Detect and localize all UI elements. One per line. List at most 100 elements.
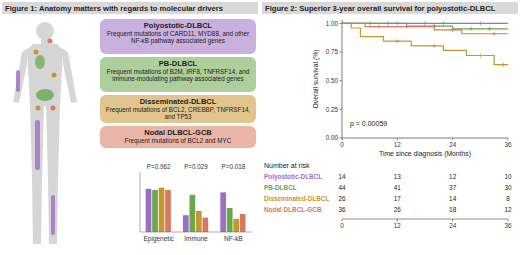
- group-box: Polyostotic-DLBCLFrequent mutations of C…: [100, 19, 256, 54]
- organ-site: [36, 89, 54, 101]
- node-site: [36, 106, 41, 111]
- y-axis: [140, 172, 141, 232]
- bar: [152, 190, 158, 232]
- risk-count: 30: [504, 184, 512, 191]
- y-tick-label: 0.75: [326, 48, 339, 55]
- category-label: NF-kB: [224, 235, 242, 242]
- risk-count: 10: [504, 173, 512, 180]
- risk-row-name: PB-DLBCL: [264, 184, 297, 191]
- arm: [13, 48, 28, 103]
- x-tick-label: 36: [504, 141, 512, 148]
- risk-x-tick-label: 36: [504, 222, 512, 229]
- bone-site: [51, 195, 55, 235]
- survival-curve: [342, 23, 508, 33]
- censor-mark: [501, 63, 505, 67]
- censor-mark: [395, 39, 399, 43]
- risk-count: 44: [338, 184, 346, 191]
- censor-mark: [432, 44, 436, 48]
- bar: [190, 195, 196, 232]
- group-box: PB-DLBCLFrequent mutations of B2M, IRF8,…: [100, 57, 256, 92]
- bar: [183, 215, 189, 232]
- group-title: PB-DLBCL: [105, 59, 251, 68]
- censor-mark: [488, 27, 492, 31]
- y-tick-label: 0.50: [326, 77, 339, 84]
- bone-site: [35, 120, 40, 170]
- chart-title: Figure 2: Superior 3-year overall surviv…: [265, 4, 496, 13]
- header-bar: [2, 2, 258, 14]
- node-site: [34, 50, 39, 55]
- bar: [196, 211, 202, 232]
- censor-mark: [423, 21, 427, 25]
- risk-count: 17: [394, 195, 402, 202]
- group-box: Disseminated-DLBCLFrequent mutations of …: [100, 95, 256, 123]
- risk-count: 18: [449, 206, 457, 213]
- group-title: Polyostotic-DLBCL: [105, 21, 251, 30]
- figure-title: Figure 1: Anatomy matters with regards t…: [5, 4, 223, 13]
- risk-count: 12: [504, 206, 512, 213]
- p-value: P=0.962: [147, 163, 171, 170]
- x-axis: [342, 138, 508, 139]
- risk-count: 36: [338, 206, 346, 213]
- y-axis-label: Overall survival (%): [312, 50, 320, 109]
- head: [36, 22, 54, 40]
- risk-row-name: Nodal DLBCL-GCB: [264, 206, 322, 213]
- body-silhouette: [13, 22, 77, 244]
- risk-count: 26: [338, 195, 346, 202]
- box-content: Polyostotic-DLBCLFrequent mutations of C…: [100, 19, 256, 47]
- y-tick-label: 0.00: [326, 134, 339, 141]
- box-content: PB-DLBCLFrequent mutations of B2M, IRF8,…: [100, 57, 256, 85]
- box-content: Disseminated-DLBCLFrequent mutations of …: [100, 95, 256, 123]
- x-axis-label: Time since diagnosis (Months): [379, 150, 471, 158]
- torso: [27, 44, 63, 106]
- risk-x-tick-label: 0: [340, 222, 344, 229]
- censor-mark: [405, 25, 409, 29]
- censor-mark: [368, 21, 372, 25]
- y-axis: [342, 20, 343, 138]
- risk-count: 26: [394, 206, 402, 213]
- node-site: [51, 106, 56, 111]
- group-text: Frequent mutations of CARD11, MYD88, and…: [105, 30, 251, 45]
- risk-count: 14: [338, 173, 346, 180]
- group-title: Disseminated-DLBCL: [105, 97, 251, 106]
- risk-x-tick-label: 24: [449, 222, 457, 229]
- leg: [30, 104, 44, 244]
- y-tick: [340, 109, 343, 110]
- x-tick-label: 12: [394, 141, 402, 148]
- bar: [165, 190, 171, 232]
- risk-count: 13: [394, 173, 402, 180]
- y-tick: [340, 138, 343, 139]
- risk-count: 14: [449, 195, 457, 202]
- curves: [342, 21, 508, 66]
- bar: [146, 189, 152, 232]
- node-site: [52, 73, 57, 78]
- censor-mark: [451, 28, 455, 32]
- y-tick: [340, 52, 343, 53]
- risk-x-tick-label: 12: [394, 222, 402, 229]
- x-axis: [140, 232, 252, 233]
- bar: [220, 192, 226, 232]
- leg: [46, 104, 60, 244]
- risk-count: 41: [394, 184, 402, 191]
- bar: [240, 214, 246, 232]
- censor-mark: [395, 21, 399, 25]
- survival-curve: [342, 23, 508, 64]
- censor-mark: [377, 25, 381, 29]
- group-text: Frequent mutations of BCL2 and MYC: [105, 137, 251, 144]
- node-site: [48, 39, 53, 44]
- box-content: Nodal DLBCL-GCBFrequent mutations of BCL…: [100, 126, 256, 146]
- bone-site: [16, 70, 20, 92]
- censor-mark: [492, 32, 496, 36]
- category-label: Epigenetic: [143, 235, 174, 243]
- canvas: Figure 1: Anatomy matters with regards t…: [0, 0, 520, 255]
- bar: [203, 218, 209, 232]
- risk-row-name: Polyostotic-DLBCL: [264, 173, 322, 181]
- risk-count: 8: [506, 195, 510, 202]
- risk-x-axis: [342, 219, 508, 220]
- group-title: Nodal DLBCL-GCB: [105, 128, 251, 137]
- censor-mark: [441, 21, 445, 25]
- censor-mark: [469, 27, 473, 31]
- censor-mark: [478, 21, 482, 25]
- y-tick: [340, 80, 343, 81]
- bar: [227, 208, 233, 232]
- header-bar: [262, 2, 518, 14]
